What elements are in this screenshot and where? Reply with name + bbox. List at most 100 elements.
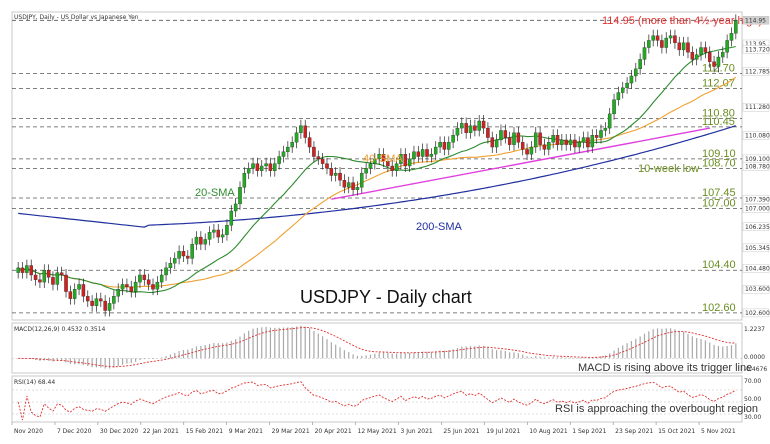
candle xyxy=(560,134,564,151)
sma20-line xyxy=(17,45,736,294)
y-tick-box xyxy=(742,264,770,273)
candle xyxy=(655,29,660,47)
candle-body xyxy=(320,158,325,164)
candle-body xyxy=(734,20,738,34)
candle-body xyxy=(220,234,225,238)
candle-body xyxy=(703,47,708,53)
level-label-8: 104.40 xyxy=(702,259,736,271)
candle xyxy=(573,134,577,153)
candle-body xyxy=(516,132,521,143)
candle-body xyxy=(551,135,555,143)
candle xyxy=(168,257,173,274)
candle-body xyxy=(186,255,190,259)
y-tick-label: 105.345 xyxy=(745,245,770,252)
candle xyxy=(429,148,434,163)
candle xyxy=(246,162,251,180)
candle xyxy=(564,134,568,151)
candle-body xyxy=(455,127,460,136)
rsi-panel: RSI(14) 68.44 70.00 50.00 30.00 RSI is a… xyxy=(11,375,761,423)
candle xyxy=(342,174,347,194)
candle xyxy=(603,122,608,137)
candle xyxy=(686,36,690,59)
candle xyxy=(146,273,151,291)
candle-body xyxy=(668,35,673,39)
candle xyxy=(703,41,708,59)
candle xyxy=(616,86,621,106)
candle-body xyxy=(499,130,503,141)
y-tick-box xyxy=(742,131,770,140)
candle xyxy=(216,224,220,243)
candle xyxy=(133,276,138,298)
rsi-layer xyxy=(12,381,742,421)
candle xyxy=(555,129,560,151)
candle-body xyxy=(199,236,203,245)
candle xyxy=(386,155,390,172)
candle-body xyxy=(603,127,608,131)
ten-week-low-label: 10-week low xyxy=(638,163,699,175)
candle xyxy=(320,152,325,170)
candle-body xyxy=(33,274,38,280)
y-tick-label: 106.235 xyxy=(745,224,770,231)
candle-body xyxy=(394,163,399,171)
y-tick-label: 114.95 xyxy=(745,17,766,24)
candle xyxy=(486,122,490,144)
candle-body xyxy=(233,203,238,212)
candle-body xyxy=(699,47,703,55)
macd-top-label: 1.2237 xyxy=(744,326,765,333)
candle xyxy=(690,46,695,66)
candle-body xyxy=(20,267,25,273)
x-tick-label: 15 Oct 2021 xyxy=(658,428,695,435)
candle xyxy=(447,136,451,156)
candle xyxy=(72,283,77,305)
candle xyxy=(407,152,412,172)
candle-body xyxy=(520,142,525,150)
x-tick-label: 10 Aug 2021 xyxy=(529,428,568,435)
candle-body xyxy=(77,284,81,290)
candle-body xyxy=(377,154,381,160)
rsi-top-label: 70.00 xyxy=(744,378,761,385)
candle-body xyxy=(429,154,434,157)
y-tick-box xyxy=(742,204,770,213)
candle-body xyxy=(42,270,47,283)
candle xyxy=(190,238,194,265)
candle-body xyxy=(503,130,508,138)
y-tick-label: 107.000 xyxy=(745,206,770,213)
candle xyxy=(273,157,277,177)
candle-body xyxy=(442,142,447,150)
candle-body xyxy=(316,156,321,160)
candle xyxy=(229,205,234,232)
candle xyxy=(364,162,368,180)
candle xyxy=(186,250,190,265)
candle xyxy=(542,138,547,156)
candle-body xyxy=(364,168,368,174)
candle xyxy=(264,157,268,172)
candle xyxy=(568,134,573,151)
candle-body xyxy=(612,99,616,115)
candle xyxy=(681,36,686,56)
candle xyxy=(29,259,33,281)
candle-body xyxy=(542,144,547,150)
candle-body xyxy=(416,151,421,157)
candle-body xyxy=(673,35,677,43)
candle xyxy=(642,41,647,66)
candle-body xyxy=(655,35,660,41)
y-tick-box xyxy=(742,103,770,112)
candle xyxy=(468,119,473,139)
candle xyxy=(403,148,408,172)
candle-body xyxy=(46,270,51,278)
candle xyxy=(455,122,460,142)
candle-body xyxy=(38,279,42,283)
sma20-label: 20-SMA xyxy=(195,187,235,199)
candle-body xyxy=(151,284,155,290)
candle xyxy=(699,41,703,61)
candle-body xyxy=(525,149,529,155)
candle-body xyxy=(212,229,216,233)
candle-body xyxy=(290,142,294,148)
candle-body xyxy=(573,139,577,148)
candle-body xyxy=(103,300,107,311)
candle-body xyxy=(299,125,303,133)
candle xyxy=(259,160,264,177)
candle xyxy=(255,157,260,177)
